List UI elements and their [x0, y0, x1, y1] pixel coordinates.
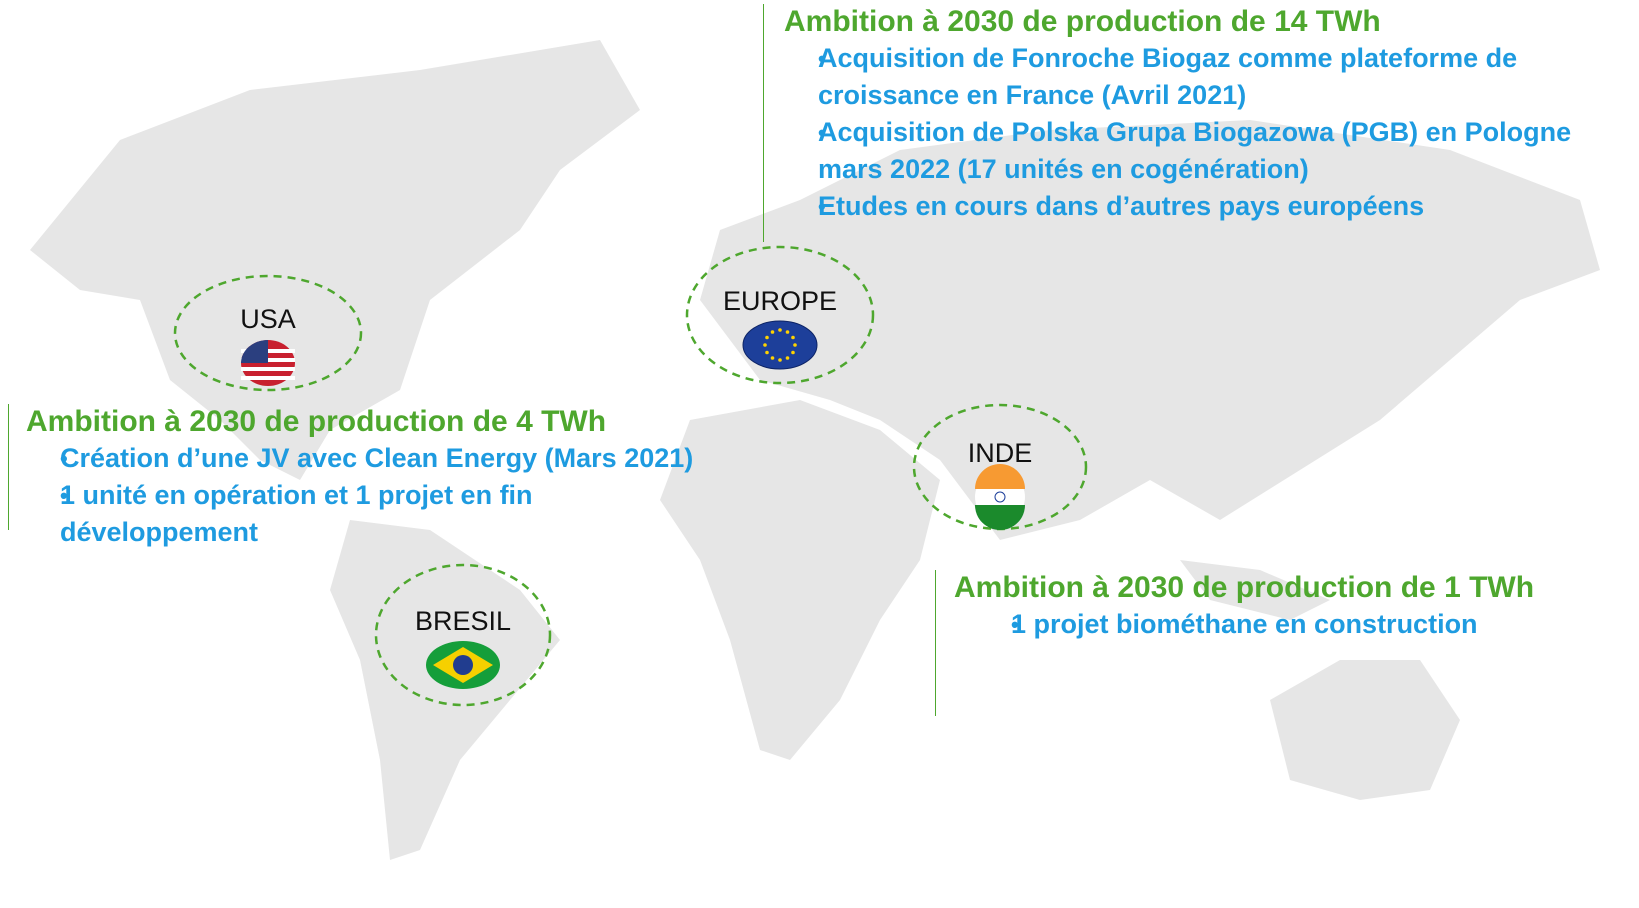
region-label: EUROPE — [723, 286, 837, 316]
bullet: Création d’une JV avec Clean Energy (Mar… — [26, 440, 706, 477]
flag-star — [793, 343, 797, 347]
bullet: 1 unité en opération et 1 projet en fin … — [26, 477, 706, 551]
bullet-list: Acquisition de Fonroche Biogaz comme pla… — [784, 40, 1624, 225]
flag-base — [742, 320, 818, 370]
flag-star — [765, 335, 769, 340]
bullet: Acquisition de Polska Grupa Biogazowa (P… — [784, 114, 1624, 188]
flag-star — [791, 350, 795, 355]
block-title: Ambition à 2030 de production de 14 TWh — [784, 5, 1381, 38]
flag-star — [763, 343, 767, 347]
flag — [742, 320, 818, 370]
block-content: Ambition à 2030 de production de 1 TWh1 … — [954, 570, 1594, 643]
flag-globe — [453, 655, 473, 675]
flag-star — [770, 330, 775, 334]
australia — [1270, 660, 1460, 800]
flag-star — [765, 350, 769, 355]
flag-star — [778, 358, 782, 362]
flag-top — [975, 464, 1025, 489]
bullet-list: 1 projet biométhane en construction — [954, 606, 1594, 643]
region-label: USA — [240, 304, 296, 334]
block-title: Ambition à 2030 de production de 4 TWh — [26, 405, 607, 438]
region-circle — [685, 245, 875, 385]
flag-stripe — [241, 376, 295, 380]
region-label: INDE — [968, 438, 1033, 468]
block-title: Ambition à 2030 de production de 1 TWh — [954, 571, 1535, 604]
text-block: Ambition à 2030 de production de 1 TWh1 … — [935, 570, 1594, 716]
text-block: Ambition à 2030 de production de 14 TWhA… — [763, 4, 1624, 242]
africa — [660, 400, 940, 760]
flag-canton — [241, 340, 268, 363]
region-circle — [173, 274, 363, 392]
block-content: Ambition à 2030 de production de 14 TWhA… — [784, 4, 1624, 225]
flag-bottom — [975, 505, 1025, 530]
north-america — [30, 40, 640, 480]
flag-stripe — [241, 367, 295, 371]
flag-star — [770, 356, 775, 360]
flag-star — [785, 356, 790, 360]
region-circle — [374, 563, 552, 707]
flag-star — [791, 335, 795, 340]
flag — [426, 641, 500, 689]
text-block: Ambition à 2030 de production de 4 TWhCr… — [8, 404, 706, 547]
bullet: Etudes en cours dans d’autres pays europ… — [784, 188, 1624, 225]
regions: USA EUROPE INDE BRESIL — [173, 245, 1088, 707]
flag-wheel — [994, 491, 1006, 503]
flag-star — [785, 330, 790, 334]
flag — [241, 340, 295, 386]
bullet: 1 projet biométhane en construction — [954, 606, 1594, 643]
block-content: Ambition à 2030 de production de 4 TWhCr… — [26, 404, 706, 551]
bullet-list: Création d’une JV avec Clean Energy (Mar… — [26, 440, 706, 551]
bullet: Acquisition de Fonroche Biogaz comme pla… — [784, 40, 1624, 114]
flag — [975, 464, 1025, 530]
south-america — [330, 520, 560, 860]
flag-star — [778, 328, 782, 332]
region-label: BRESIL — [415, 606, 511, 636]
indonesia — [1180, 560, 1330, 620]
